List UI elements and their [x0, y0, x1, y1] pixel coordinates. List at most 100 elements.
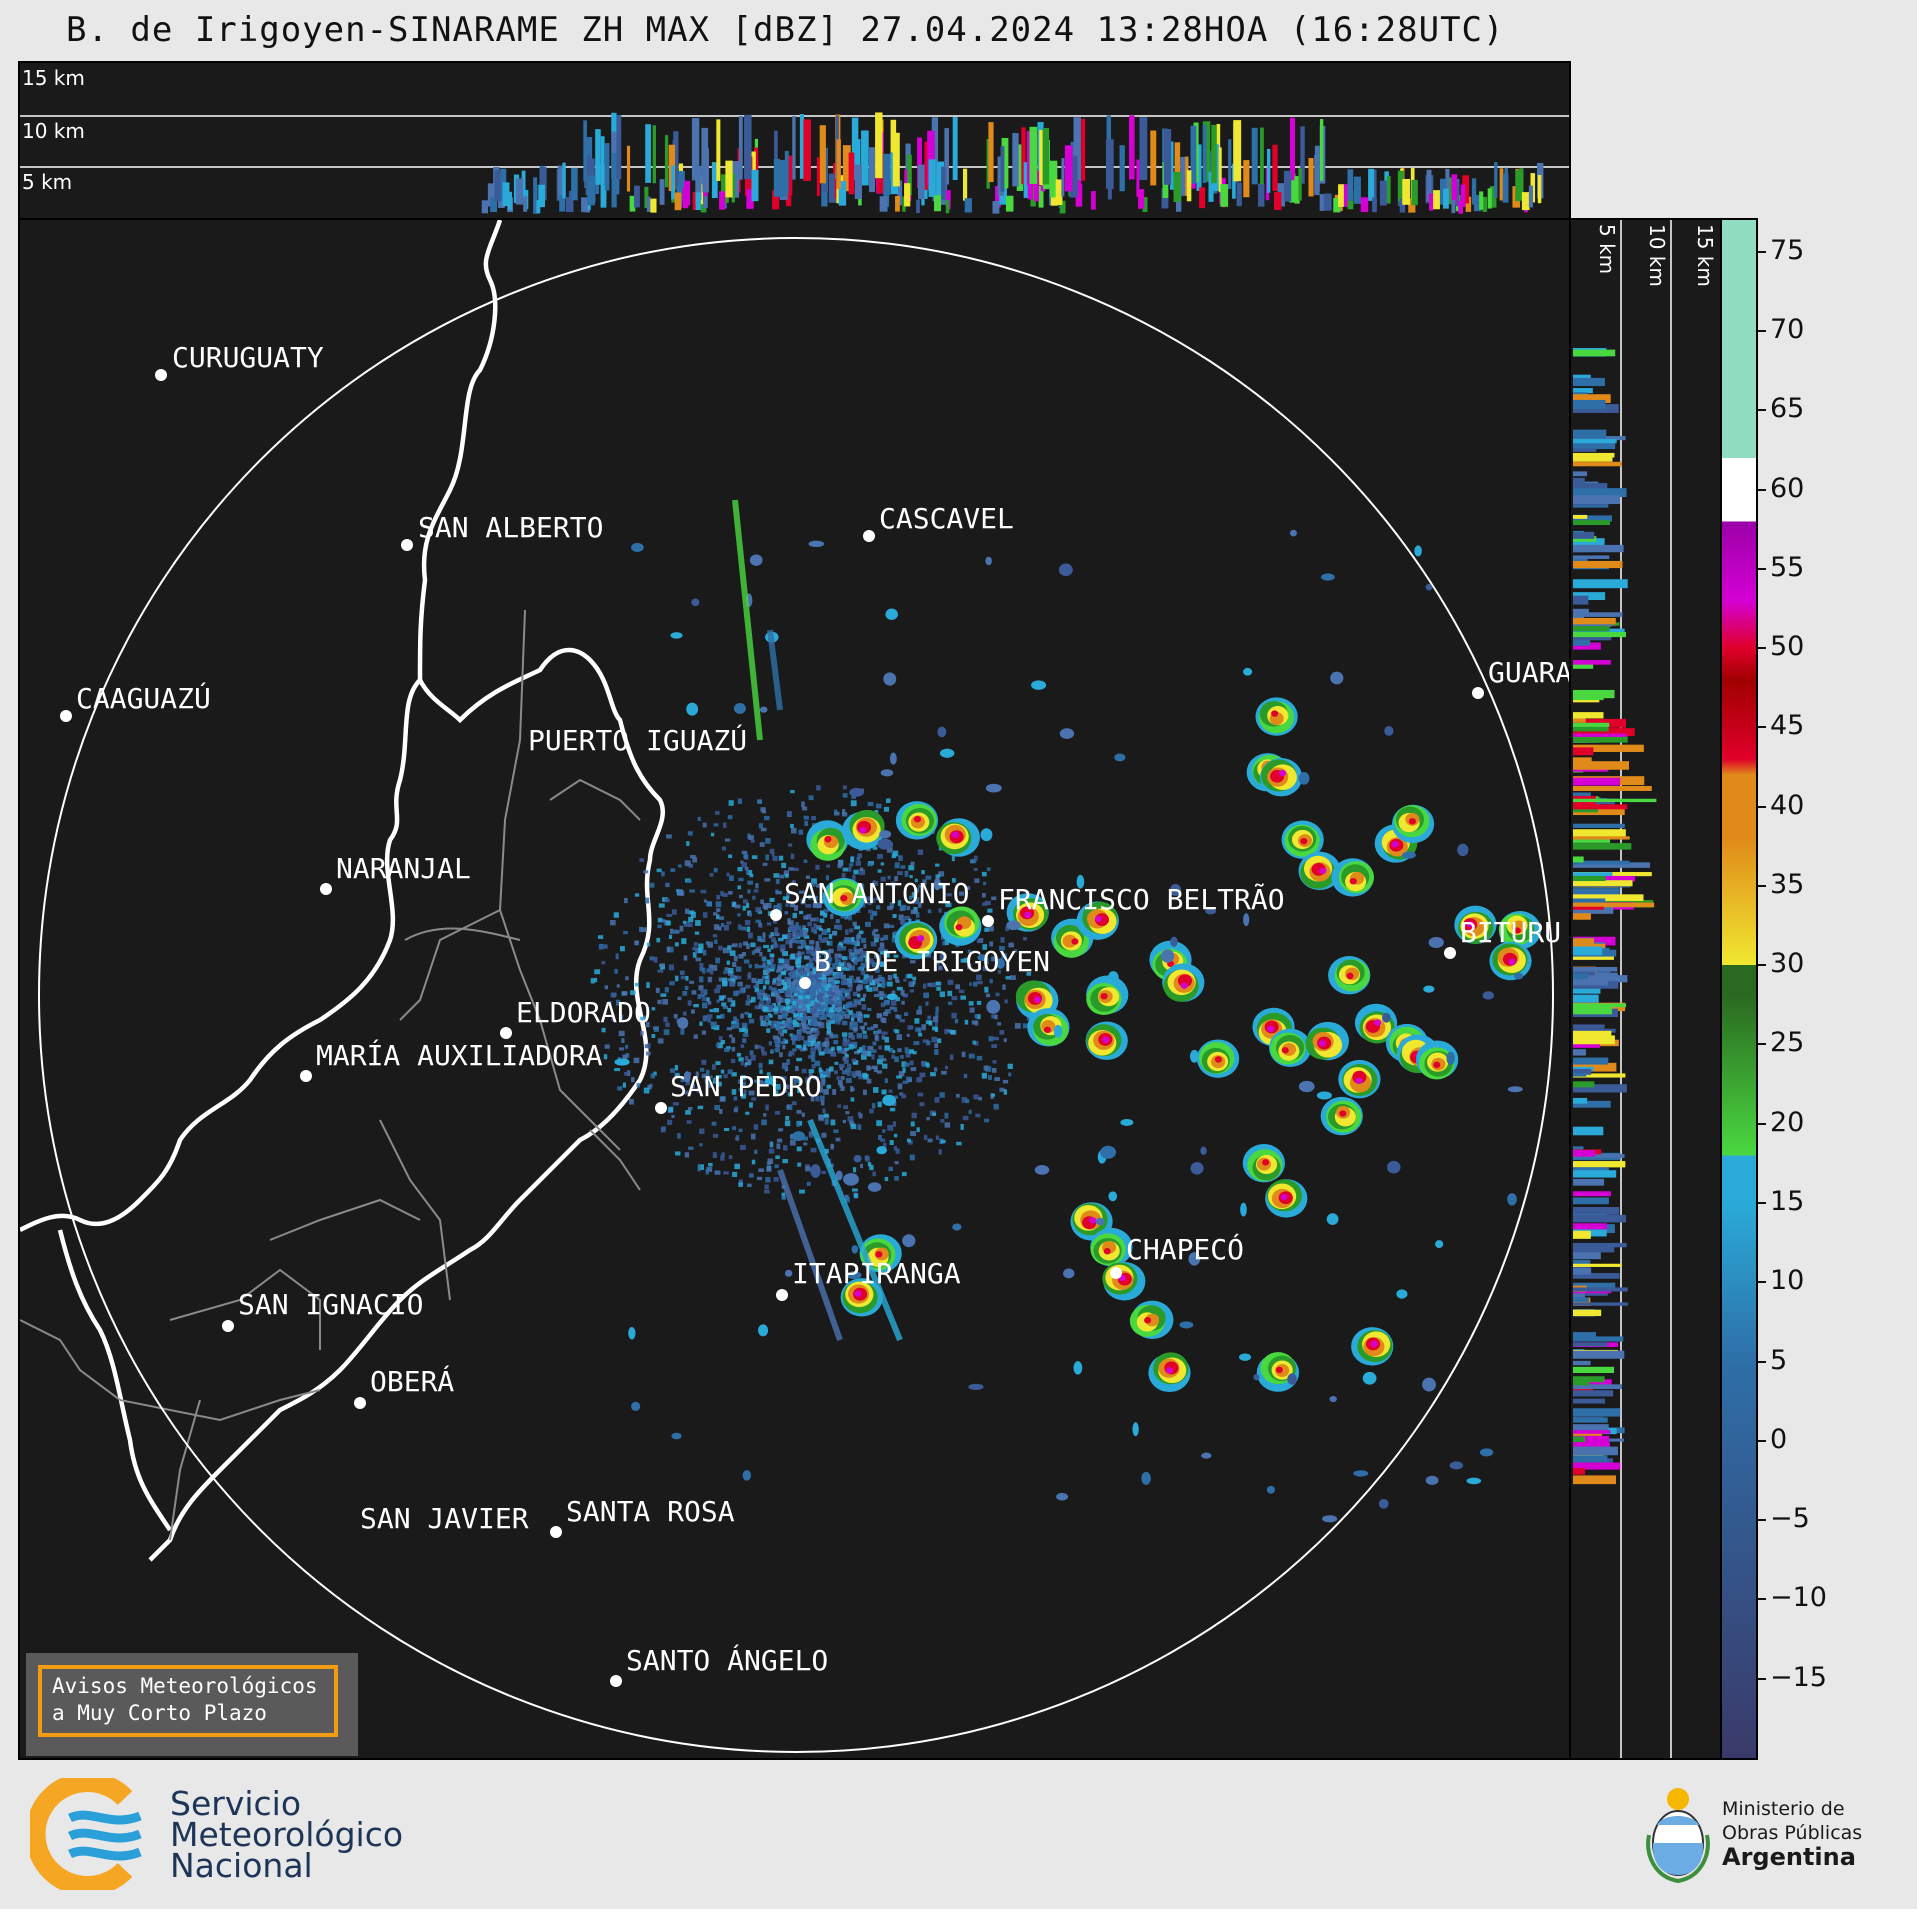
colorbar-tick-mark — [1758, 1598, 1766, 1601]
top-label-15km: 15 km — [22, 66, 85, 90]
city-label-chapeco: CHAPECÓ — [1126, 1233, 1245, 1266]
city-label-san-javier: SAN JAVIER — [360, 1502, 529, 1535]
city-label-puerto-iguazu: PUERTO IGUAZÚ — [528, 724, 748, 757]
colorbar-tick-label: 15 — [1770, 1186, 1805, 1218]
city-dot-eldorado — [500, 1027, 512, 1039]
city-dot-naranjal — [320, 883, 332, 895]
colorbar-tick-label: 30 — [1770, 948, 1805, 980]
colorbar-tick-mark — [1758, 1122, 1766, 1125]
colorbar-tick-mark — [1758, 329, 1766, 332]
city-label-eldorado: ELDORADO — [516, 996, 651, 1029]
smn-logo-icon — [30, 1778, 142, 1890]
colorbar-tick-label: 10 — [1770, 1265, 1805, 1297]
misiones-border — [20, 678, 422, 1233]
avisos-line1: Avisos Meteorológicos — [52, 1674, 318, 1698]
city-label-naranjal: NARANJAL — [336, 852, 471, 885]
colorbar-tick-mark — [1758, 726, 1766, 729]
city-dot-obera — [354, 1397, 366, 1409]
top-cross-section-panel: 15 km 10 km 5 km — [18, 61, 1571, 220]
city-dot-guarapuava — [1472, 687, 1484, 699]
colorbar-tick-mark — [1758, 1677, 1766, 1680]
city-label-caaguazu: CAAGUAZÚ — [76, 682, 211, 715]
misiones-border-south — [57, 1229, 172, 1532]
top-cross-section-echoes — [20, 112, 1569, 214]
city-dot-itapiranga — [776, 1289, 788, 1301]
city-dot-san-ignacio — [222, 1320, 234, 1332]
colorbar-tick-mark — [1758, 884, 1766, 887]
top-label-10km: 10 km — [22, 119, 85, 143]
city-label-santa-rosa: SANTA ROSA — [566, 1495, 735, 1528]
city-label-b-de-irigoyen: B. DE IRIGOYEN — [814, 945, 1051, 978]
city-dot-santa-rosa — [550, 1526, 562, 1538]
radar-map-panel: CURUGUATY SAN ALBERTO CASCAVEL CAAGUAZÚ … — [18, 218, 1571, 1760]
city-dot-caaguazu — [60, 710, 72, 722]
city-dot-san-pedro — [655, 1102, 667, 1114]
city-dot-san-alberto — [401, 539, 413, 551]
city-label-maria-auxiliadora: MARÍA AUXILIADORA — [316, 1039, 603, 1072]
department-borders — [20, 609, 641, 1541]
city-dot-bituruna — [1444, 947, 1456, 959]
side-label-10km: 10 km — [1645, 224, 1669, 287]
city-label-san-ignacio: SAN IGNACIO — [238, 1288, 424, 1321]
colorbar-tick-label: 40 — [1770, 789, 1805, 821]
city-label-curuguaty: CURUGUATY — [172, 341, 324, 374]
city-label-cascavel: CASCAVEL — [879, 502, 1014, 535]
colorbar-tick-mark — [1758, 1043, 1766, 1046]
city-label-itapiranga: ITAPIRANGA — [792, 1257, 961, 1290]
argentina-coat-of-arms-icon — [1646, 1788, 1710, 1884]
colorbar-tick-mark — [1758, 1281, 1766, 1284]
smn-line1: Servicio — [170, 1784, 302, 1823]
city-dot-cascavel — [863, 530, 875, 542]
side-cross-section-echoes — [1573, 220, 1672, 1758]
smn-line2: Meteorológico — [170, 1815, 404, 1854]
colorbar-tick-label: −5 — [1770, 1503, 1810, 1535]
top-label-5km: 5 km — [22, 170, 73, 194]
smn-line3: Nacional — [170, 1846, 313, 1885]
colorbar-tick-mark — [1758, 1439, 1766, 1442]
side-label-15km: 15 km — [1693, 224, 1717, 287]
city-label-santo-angelo: SANTO ÁNGELO — [626, 1644, 829, 1677]
colorbar-tick-label: 75 — [1770, 234, 1805, 266]
smn-logo-text: Servicio Meteorológico Nacional — [170, 1784, 404, 1885]
mop-line1: Ministerio de — [1722, 1798, 1845, 1820]
chart-title: B. de Irigoyen-SINARAME ZH MAX [dBZ] 27.… — [66, 10, 1505, 50]
colorbar-tick-mark — [1758, 488, 1766, 491]
colorbar-tick-mark — [1758, 1519, 1766, 1522]
city-label-san-alberto: SAN ALBERTO — [418, 511, 604, 544]
colorbar-tick-label: 35 — [1770, 868, 1805, 900]
colorbar-tick-label: 25 — [1770, 1027, 1805, 1059]
mop-line3: Argentina — [1722, 1843, 1856, 1871]
colorbar-gradient — [1722, 220, 1756, 1758]
colorbar-tick-mark — [1758, 805, 1766, 808]
colorbar-tick-mark — [1758, 1360, 1766, 1363]
city-label-francisco-beltrao: FRANCISCO BELTRÃO — [998, 883, 1285, 916]
avisos-button[interactable]: Avisos Meteorológicos a Muy Corto Plazo — [26, 1653, 358, 1756]
radar-range-ring — [38, 237, 1554, 1753]
side-label-5km: 5 km — [1595, 224, 1619, 275]
city-label-san-pedro: SAN PEDRO — [670, 1070, 822, 1103]
border-line — [148, 220, 666, 1562]
colorbar-tick-mark — [1758, 647, 1766, 650]
colorbar-tick-label: 20 — [1770, 1106, 1805, 1138]
avisos-line2: a Muy Corto Plazo — [52, 1701, 267, 1725]
radar-echoes — [590, 499, 1542, 1523]
city-dot-curuguaty — [155, 369, 167, 381]
colorbar-tick-mark — [1758, 567, 1766, 570]
city-dot-chapeco — [1110, 1267, 1122, 1279]
colorbar-tick-label: −15 — [1770, 1661, 1827, 1693]
colorbar-tick-mark — [1758, 964, 1766, 967]
colorbar-tick-label: −10 — [1770, 1582, 1827, 1614]
colorbar-tick-label: 0 — [1770, 1423, 1788, 1455]
mop-line2: Obras Públicas — [1722, 1822, 1863, 1844]
city-dot-san-antonio — [770, 909, 782, 921]
colorbar-tick-mark — [1758, 409, 1766, 412]
city-label-obera: OBERÁ — [370, 1365, 455, 1398]
colorbar-tick-mark — [1758, 250, 1766, 253]
city-dot-francisco-beltrao — [982, 915, 994, 927]
colorbar-tick-label: 65 — [1770, 393, 1805, 425]
colorbar-tick-mark — [1758, 1202, 1766, 1205]
city-dot-maria-auxiliadora — [300, 1070, 312, 1082]
ministerio-logo-text: Ministerio de Obras Públicas Argentina — [1722, 1797, 1862, 1869]
city-label-san-antonio: SAN ANTONIO — [784, 877, 970, 910]
side-cross-section-panel: 5 km 10 km 15 km — [1569, 218, 1723, 1760]
